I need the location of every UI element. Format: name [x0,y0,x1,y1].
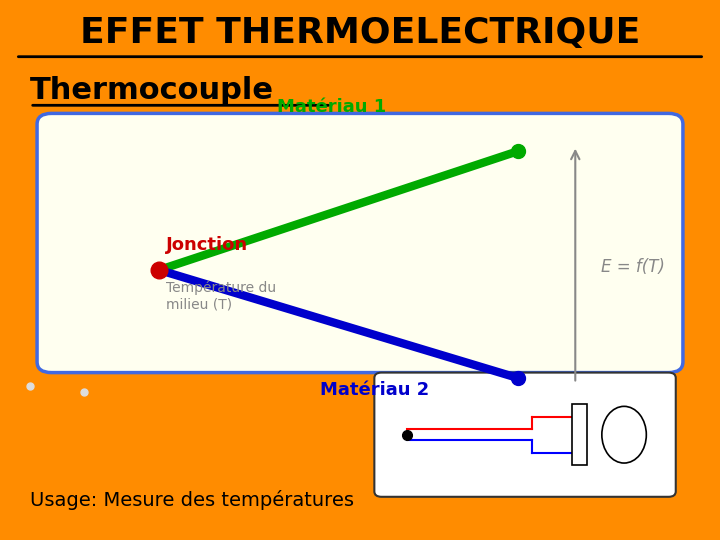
Text: EFFET THERMOELECTRIQUE: EFFET THERMOELECTRIQUE [80,16,640,50]
Ellipse shape [602,406,647,463]
FancyBboxPatch shape [37,113,683,373]
Text: E = f(T): E = f(T) [600,258,665,276]
Text: Température du
milieu (T): Température du milieu (T) [166,281,276,312]
Text: Matériau 1: Matériau 1 [276,98,386,116]
Text: Jonction: Jonction [166,236,248,254]
Text: Matériau 2: Matériau 2 [320,381,429,399]
Text: Usage: Mesure des températures: Usage: Mesure des températures [30,490,354,510]
Text: Thermocouple: Thermocouple [30,76,274,105]
FancyBboxPatch shape [374,373,676,497]
Bar [572,404,588,465]
